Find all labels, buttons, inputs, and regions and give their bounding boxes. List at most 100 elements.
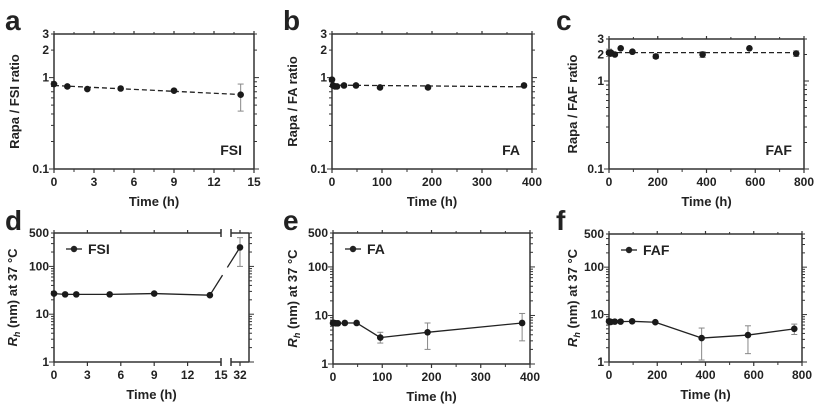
y-tick-label: 1 bbox=[597, 74, 604, 88]
y-tick-label: 10 bbox=[36, 307, 50, 321]
y-tick-label: 500 bbox=[308, 226, 328, 240]
series-line-segment bbox=[109, 292, 155, 296]
x-tick-label: 0 bbox=[51, 175, 58, 189]
data-point bbox=[50, 80, 58, 88]
y-tick-label: 3 bbox=[597, 32, 604, 46]
y-tick-label: 1 bbox=[321, 357, 328, 371]
data-point bbox=[206, 291, 214, 299]
data-point bbox=[328, 76, 336, 83]
data-point bbox=[352, 82, 360, 89]
data-point bbox=[617, 318, 624, 325]
data-point bbox=[611, 51, 619, 58]
panel-b: b 0 100 200 300 400 0.1 1 2 3 Time (h) Rapa / FA ra… bbox=[283, 5, 542, 209]
legend-marker bbox=[625, 246, 633, 254]
series-line-segment bbox=[427, 322, 523, 333]
y-axis-title-subscript: h bbox=[12, 331, 22, 337]
y-tick-label: 1 bbox=[597, 355, 604, 369]
x-tick-label: 200 bbox=[647, 368, 667, 382]
y-tick-label: 500 bbox=[584, 227, 604, 241]
x-tick-label: 600 bbox=[745, 175, 765, 189]
y-tick-label: 0.1 bbox=[32, 162, 49, 176]
x-tick-label: 0 bbox=[330, 370, 337, 384]
x-axis-title: Time (h) bbox=[406, 389, 456, 404]
y-tick-label: 2 bbox=[597, 47, 604, 61]
panel-annotation: FAF bbox=[766, 142, 793, 158]
series-line-segment bbox=[356, 322, 381, 339]
x-tick-label: 200 bbox=[421, 370, 441, 384]
y-axis-title-rest: (nm) at 37 °C bbox=[565, 248, 580, 332]
data-point bbox=[629, 48, 636, 56]
series-line-segment bbox=[209, 274, 224, 296]
y-axis-title: Rapa / FSI ratio bbox=[7, 54, 22, 149]
x-tick-label: 400 bbox=[695, 368, 715, 382]
data-point bbox=[746, 45, 753, 52]
data-point bbox=[744, 331, 752, 339]
x-tick-label: 0 bbox=[606, 368, 613, 382]
data-point bbox=[376, 84, 384, 91]
y-tick-label: 1 bbox=[42, 355, 49, 369]
data-point bbox=[236, 244, 244, 251]
y-axis-title-symbol: R bbox=[285, 338, 300, 348]
data-point bbox=[61, 291, 69, 298]
data-point bbox=[611, 318, 619, 325]
panel-letter: b bbox=[283, 5, 300, 36]
panel-d: d 0 3 6 9 12 15 32 1 10 100 500 Time (h) Rh (nm) at 3… bbox=[5, 205, 254, 402]
x-axis-title: Time (h) bbox=[129, 194, 179, 209]
data-point bbox=[84, 85, 91, 93]
y-axis-title-rest: (nm) at 37 °C bbox=[285, 249, 300, 333]
data-point bbox=[341, 319, 349, 327]
x-axis-title: Time (h) bbox=[126, 387, 176, 402]
data-point bbox=[424, 328, 431, 336]
data-point bbox=[353, 319, 360, 327]
y-axis-title-symbol: R bbox=[565, 337, 580, 347]
y-tick-label: 500 bbox=[29, 226, 49, 240]
y-tick-label: 100 bbox=[308, 260, 328, 274]
data-point bbox=[150, 290, 158, 297]
legend-label: FAF bbox=[643, 242, 670, 258]
panel-letter: a bbox=[5, 5, 21, 36]
panel-letter: c bbox=[556, 5, 572, 36]
x-tick-label: 9 bbox=[171, 175, 178, 189]
x-tick-label: 12 bbox=[181, 368, 195, 382]
y-tick-label: 10 bbox=[315, 308, 329, 322]
x-tick-label: 6 bbox=[131, 175, 138, 189]
x-axis-title: Time (h) bbox=[681, 194, 731, 209]
x-tick-label: 300 bbox=[472, 175, 492, 189]
x-tick-label: 15 bbox=[247, 175, 261, 189]
data-point bbox=[72, 291, 80, 298]
y-tick-label: 1 bbox=[42, 71, 49, 85]
x-tick-label: 3 bbox=[91, 175, 98, 189]
data-point bbox=[170, 87, 178, 94]
x-tick-label: 12 bbox=[207, 175, 221, 189]
x-tick-label: 400 bbox=[696, 175, 716, 189]
y-tick-label: 2 bbox=[42, 43, 49, 57]
x-tick-label: 800 bbox=[794, 175, 814, 189]
data-point bbox=[792, 50, 800, 57]
y-axis-title: Rh (nm) at 37 °C bbox=[565, 248, 582, 347]
y-axis-title: Rh (nm) at 37 °C bbox=[5, 248, 22, 347]
y-tick-label: 1 bbox=[320, 71, 327, 85]
fit-line bbox=[53, 84, 241, 96]
x-tick-label: 200 bbox=[422, 175, 442, 189]
data-point bbox=[64, 83, 71, 90]
data-point bbox=[106, 291, 113, 298]
series-line-segment bbox=[655, 321, 702, 339]
x-tick-label: 400 bbox=[520, 370, 540, 384]
x-tick-label: 0 bbox=[51, 368, 58, 382]
data-point bbox=[698, 334, 705, 342]
x-tick-label: 32 bbox=[233, 368, 247, 382]
data-point bbox=[237, 91, 244, 99]
data-point bbox=[376, 334, 384, 341]
data-point bbox=[628, 318, 636, 325]
y-axis-title-subscript: h bbox=[572, 332, 582, 338]
data-point bbox=[117, 85, 124, 92]
x-tick-label: 0 bbox=[329, 175, 336, 189]
x-tick-label: 3 bbox=[84, 368, 91, 382]
y-axis-title: Rh (nm) at 37 °C bbox=[285, 249, 302, 348]
data-point bbox=[340, 82, 348, 89]
data-point bbox=[617, 45, 624, 52]
y-tick-label: 0.1 bbox=[587, 162, 604, 176]
series-line-segment bbox=[747, 328, 795, 336]
